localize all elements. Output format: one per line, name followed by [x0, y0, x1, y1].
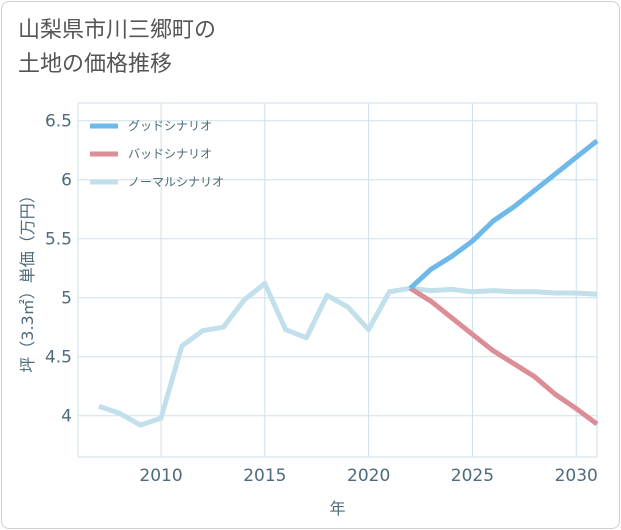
- series-line-0: [408, 138, 599, 291]
- series-line-1: [408, 286, 599, 427]
- x-tick-label: 2010: [139, 466, 182, 486]
- legend-label-2: ノーマルシナリオ: [128, 175, 224, 189]
- y-tick-label: 6: [61, 171, 72, 191]
- chart-title: 山梨県市川三郷町の 土地の価格推移: [18, 14, 216, 82]
- y-tick-label: 5.5: [45, 230, 72, 250]
- grid-lines: [78, 103, 597, 457]
- y-axis-ticks: 4 4.5 5 5.5 6 6.5: [45, 112, 72, 427]
- x-tick-label: 2015: [243, 466, 286, 486]
- legend-label-0: グッドシナリオ: [128, 119, 212, 133]
- y-axis-label: 坪（3.3㎡）単価（万円）: [18, 187, 37, 372]
- y-tick-label: 5: [61, 289, 72, 309]
- chart-title-line-2: 土地の価格推移: [18, 52, 173, 77]
- legend-label-1: バッドシナリオ: [128, 147, 212, 161]
- x-tick-label: 2020: [347, 466, 390, 486]
- x-tick-label: 2025: [451, 466, 494, 486]
- x-axis-ticks: 2010 2015 2020 2025 2030: [139, 466, 597, 486]
- x-axis-label: 年: [329, 499, 345, 518]
- series-line-2: [97, 281, 598, 428]
- series-layer: [97, 138, 599, 428]
- y-tick-label: 4: [61, 407, 72, 427]
- y-tick-label: 6.5: [45, 112, 72, 132]
- x-tick-label: 2030: [555, 466, 598, 486]
- chart-title-line-1: 山梨県市川三郷町の: [18, 18, 217, 43]
- plot-area: [77, 102, 598, 458]
- y-tick-label: 4.5: [45, 348, 72, 368]
